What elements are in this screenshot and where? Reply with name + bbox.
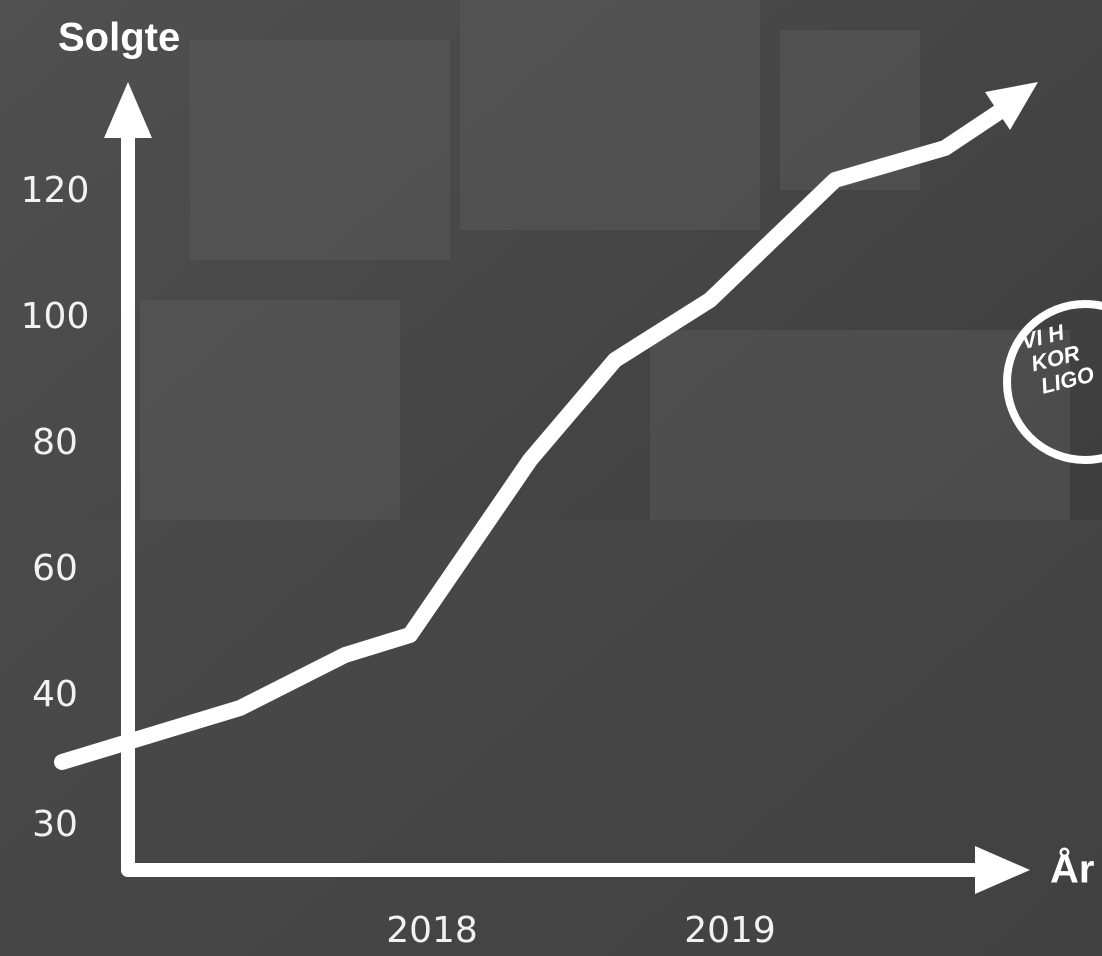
x-tick-label: 2018 — [386, 910, 478, 951]
x-tick-label: 2019 — [684, 910, 776, 951]
y-tick-label: 100 — [21, 296, 90, 337]
y-tick-label: 30 — [32, 804, 78, 845]
x-axis-title: År — [1050, 847, 1094, 892]
y-tick-label: 40 — [32, 674, 78, 715]
y-tick-label: 80 — [32, 422, 78, 463]
y-tick-label: 60 — [32, 548, 78, 589]
y-axis-title: Solgte — [58, 16, 180, 60]
y-tick-label: 120 — [21, 170, 90, 211]
infographic: Solgte År 12010080604030 20182019 VI HKO… — [0, 0, 1102, 956]
